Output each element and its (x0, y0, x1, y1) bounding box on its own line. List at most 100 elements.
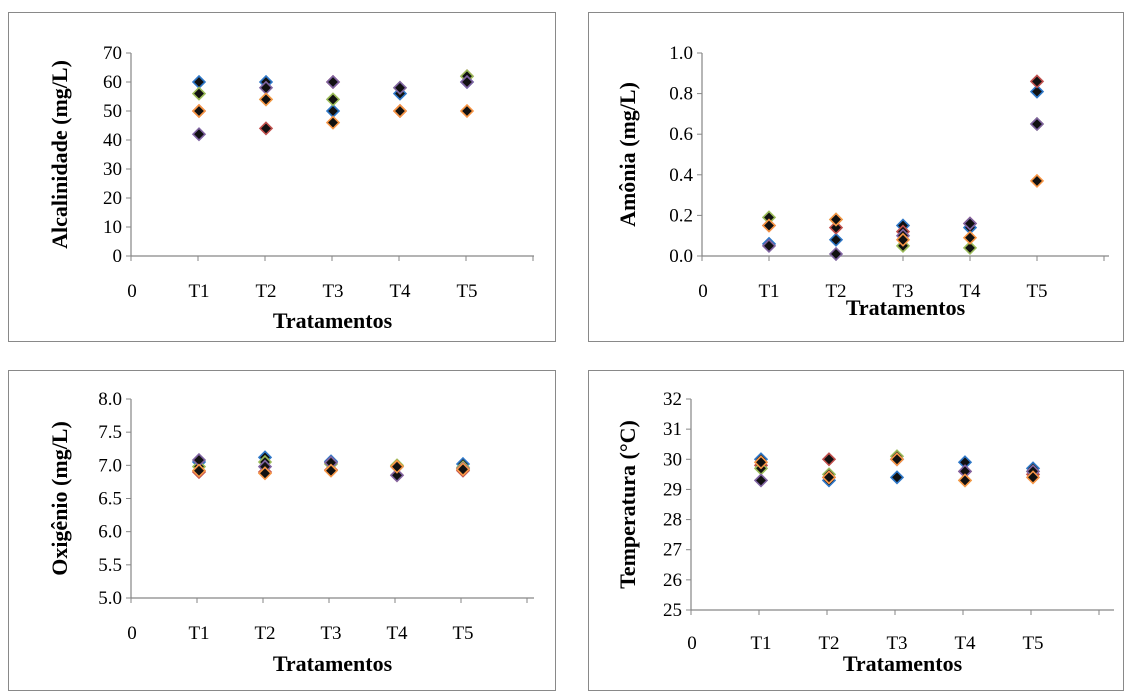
y-tick-label: 5.5 (98, 555, 122, 576)
x-tick-label: T5 (1022, 633, 1043, 654)
y-tick-label: 7.5 (98, 422, 122, 443)
y-tick-label: 29 (663, 479, 682, 500)
y-tick-label: 0.8 (669, 84, 693, 105)
data-point-diamond (191, 103, 207, 119)
x-tick-label: T5 (456, 281, 477, 302)
data-point-diamond (392, 103, 408, 119)
data-point-diamond (1025, 470, 1041, 485)
x-tick-label: T4 (954, 633, 976, 654)
y-tick-label: 30 (103, 159, 122, 180)
y-tick-label: 31 (663, 419, 682, 440)
x-tick-label: T1 (750, 633, 771, 654)
chart-svg: 25 26 27 28 29 30 31 32 0 T1 T2 T3 T4 T5 Tratamentos Te… (615, 389, 1114, 676)
data-point-diamond (828, 212, 844, 227)
data-point-diamond (459, 74, 475, 90)
data-point-diamond (753, 455, 769, 470)
x-tick-label: 0 (687, 633, 697, 654)
chart-svg: 5.0 5.5 6.0 6.5 7.0 7.5 8.0 0 T1 T2 T3 T4 T5 Tratamen… (47, 389, 534, 676)
data-point-diamond (392, 80, 408, 95)
chart-svg: 0.0 0.2 0.4 0.6 0.8 1.0 0 T1 T2 T3 T4 T5 Tratamentos… (615, 43, 1109, 320)
data-point-diamond (962, 230, 978, 245)
data-point-diamond (1029, 116, 1045, 132)
x-axis-title: Tratamentos (846, 295, 966, 320)
x-tick-label: T5 (452, 623, 473, 644)
data-point-diamond (889, 452, 905, 467)
y-axis-title: Amônia (mg/L) (615, 82, 640, 227)
x-axis-title: Tratamentos (843, 651, 963, 676)
data-point-diamond (761, 238, 777, 253)
x-tick-label: T3 (320, 623, 341, 644)
x-tick-label: T3 (322, 281, 343, 302)
data-point-diamond (325, 103, 341, 119)
data-point-diamond (828, 232, 844, 247)
x-tick-label: T2 (825, 281, 846, 302)
y-tick-label: 0 (113, 246, 123, 267)
data-point-diamond (1029, 84, 1045, 99)
data-point-diamond (325, 74, 341, 90)
y-tick-label: 6.5 (98, 489, 122, 510)
data-point-diamond (325, 115, 341, 130)
x-tick-label: T2 (254, 623, 275, 644)
data-point-diamond (962, 240, 978, 256)
data-point-diamond (455, 462, 471, 477)
data-point-diamond (389, 468, 405, 483)
x-tick-label: 0 (127, 281, 137, 302)
y-tick-label: 8.0 (98, 389, 122, 410)
data-point-diamond (889, 470, 905, 485)
data-point-diamond (895, 232, 911, 247)
data-point-diamond (257, 466, 273, 481)
y-tick-label: 20 (103, 188, 122, 209)
y-tick-label: 26 (663, 570, 682, 591)
x-tick-label: T1 (188, 623, 209, 644)
y-tick-label: 40 (103, 130, 122, 151)
data-point-diamond (1029, 173, 1045, 189)
y-tick-label: 60 (103, 72, 122, 93)
y-tick-label: 0.4 (669, 165, 693, 186)
x-tick-label: T3 (886, 633, 907, 654)
data-point-diamond (957, 473, 973, 488)
data-point-diamond (325, 92, 341, 107)
y-tick-label: 28 (663, 510, 682, 531)
chart-panel-temperatura: 25 26 27 28 29 30 31 32 0 T1 T2 T3 T4 T5 Tratamentos Te… (588, 370, 1124, 691)
data-point-diamond (191, 74, 207, 90)
data-point-diamond (459, 103, 475, 119)
chart-svg: 0 10 20 30 40 50 60 70 0 T1 T2 T3 T4 T5 Tratamentos Alc… (47, 43, 534, 333)
data-point-diamond (828, 220, 844, 235)
x-tick-label: 0 (698, 281, 708, 302)
x-tick-label: T1 (188, 281, 209, 302)
data-point-diamond (389, 459, 405, 474)
y-tick-label: 25 (663, 600, 682, 621)
data-point-diamond (761, 218, 777, 233)
y-tick-label: 10 (103, 217, 122, 238)
y-tick-label: 50 (103, 101, 122, 122)
x-tick-label: T4 (386, 623, 408, 644)
data-point-diamond (323, 463, 339, 478)
y-tick-label: 5.0 (98, 588, 122, 609)
data-point-diamond (821, 452, 837, 467)
data-point-diamond (1029, 74, 1045, 89)
data-point-diamond (258, 121, 274, 136)
x-tick-label: T4 (959, 281, 981, 302)
x-axis-title: Tratamentos (273, 308, 393, 333)
data-point-diamond (191, 86, 207, 101)
y-tick-label: 0.2 (669, 205, 693, 226)
data-point-diamond (821, 470, 837, 485)
y-tick-label: 0.0 (669, 246, 693, 267)
data-point-diamond (258, 92, 274, 107)
x-tick-label: T5 (1026, 281, 1047, 302)
x-tick-label: T3 (892, 281, 913, 302)
chart-panel-amonia: 0.0 0.2 0.4 0.6 0.8 1.0 0 T1 T2 T3 T4 T5 Tratamentos… (588, 12, 1124, 342)
y-tick-label: 0.6 (669, 124, 693, 145)
x-axis-title: Tratamentos (273, 651, 393, 676)
y-axis-title: Oxigênio (mg/L) (47, 421, 72, 576)
chart-panel-oxigenio: 5.0 5.5 6.0 6.5 7.0 7.5 8.0 0 T1 T2 T3 T4 T5 Tratamen… (8, 370, 556, 691)
data-point-diamond (828, 246, 844, 262)
y-axis-title: Temperatura (°C) (615, 420, 640, 589)
y-tick-label: 6.0 (98, 522, 122, 543)
y-tick-label: 30 (663, 449, 682, 470)
x-tick-label: T1 (758, 281, 779, 302)
data-point-diamond (753, 473, 769, 488)
y-tick-label: 70 (103, 43, 122, 64)
x-tick-label: 0 (127, 623, 137, 644)
y-tick-label: 7.0 (98, 455, 122, 476)
